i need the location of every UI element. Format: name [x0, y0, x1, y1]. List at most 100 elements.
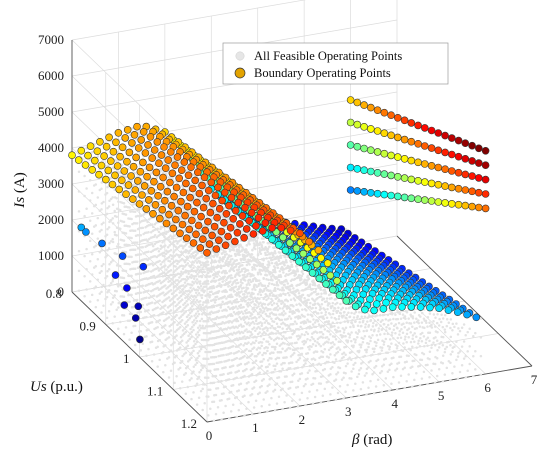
feasible-point: [451, 322, 455, 326]
feasible-point: [173, 381, 176, 385]
feasible-point: [100, 187, 103, 191]
feasible-point: [77, 249, 81, 253]
feasible-point: [287, 305, 290, 309]
feasible-point: [96, 216, 100, 220]
feasible-point: [337, 306, 340, 309]
feasible-point: [186, 282, 190, 286]
feasible-point: [258, 268, 262, 272]
feasible-point: [186, 360, 190, 363]
feasible-point: [191, 321, 194, 324]
feasible-point: [113, 230, 116, 234]
feasible-point: [227, 305, 230, 309]
feasible-point: [286, 282, 290, 285]
feasible-point: [115, 159, 118, 163]
feasible-point: [186, 256, 190, 260]
feasible-point: [251, 300, 255, 303]
feasible-point: [106, 269, 109, 273]
feasible-point: [430, 343, 434, 347]
feasible-point: [203, 364, 206, 368]
feasible-point: [124, 175, 128, 179]
feasible-point: [88, 158, 92, 162]
feasible-point: [255, 348, 259, 351]
feasible-point: [177, 322, 181, 325]
feasible-point: [258, 246, 261, 250]
feasible-point: [238, 316, 241, 319]
feasible-point: [206, 299, 210, 302]
feasible-point: [354, 310, 358, 314]
feasible-point: [216, 386, 220, 390]
feasible-point: [187, 308, 191, 312]
feasible-point: [90, 151, 94, 154]
feasible-point: [259, 281, 262, 285]
feasible-point: [417, 342, 420, 345]
feasible-point: [369, 336, 373, 340]
feasible-point: [200, 296, 204, 300]
feasible-point: [207, 271, 210, 275]
feasible-point: [190, 330, 194, 334]
feasible-point: [210, 290, 213, 293]
feasible-point: [219, 327, 222, 330]
feasible-point: [284, 331, 287, 334]
feasible-point: [135, 241, 139, 244]
feasible-point: [224, 289, 227, 292]
feasible-point: [106, 291, 109, 294]
feasible-point: [388, 318, 392, 321]
feasible-point: [428, 350, 432, 353]
feasible-point: [105, 254, 109, 257]
feasible-point: [119, 208, 122, 212]
feasible-point: [282, 292, 285, 296]
feasible-point: [304, 283, 308, 287]
feasible-point: [202, 311, 206, 314]
feasible-point: [282, 289, 286, 292]
feasible-point: [409, 348, 412, 352]
feasible-point: [198, 370, 201, 374]
feasible-point: [183, 301, 187, 305]
feasible-point: [260, 322, 264, 325]
feasible-point: [100, 223, 104, 226]
feasible-point: [242, 248, 245, 251]
feasible-point: [111, 203, 115, 207]
feasible-point: [163, 216, 166, 219]
feasible-point: [184, 351, 188, 354]
feasible-point: [320, 292, 323, 296]
feasible-point: [164, 364, 167, 367]
feasible-point: [251, 259, 255, 262]
feasible-point: [166, 265, 170, 269]
feasible-point: [266, 346, 269, 349]
feasible-point: [267, 296, 270, 300]
feasible-point: [225, 297, 228, 300]
feasible-point: [194, 333, 198, 336]
feasible-point: [154, 188, 158, 192]
feasible-point: [297, 292, 301, 295]
feasible-point: [221, 300, 224, 304]
feasible-point: [281, 280, 285, 284]
feasible-point: [426, 336, 430, 340]
feasible-point: [287, 285, 290, 289]
feasible-point: [366, 316, 369, 319]
feasible-point: [190, 284, 194, 287]
feasible-point: [249, 349, 253, 353]
feasible-point: [364, 323, 367, 326]
feasible-point: [255, 317, 258, 320]
feasible-point: [249, 342, 253, 346]
feasible-point: [102, 200, 105, 204]
feasible-point: [324, 290, 327, 294]
feasible-point: [240, 249, 243, 253]
feasible-point: [335, 301, 339, 305]
feasible-point: [141, 226, 145, 230]
feasible-point: [272, 302, 276, 305]
feasible-point: [105, 275, 109, 278]
feasible-point: [225, 271, 228, 275]
feasible-point: [122, 220, 126, 224]
feasible-point: [256, 272, 260, 276]
feasible-point: [185, 295, 189, 299]
feasible-point: [130, 255, 133, 259]
feasible-point: [185, 299, 188, 303]
feasible-point: [409, 322, 413, 325]
feasible-point: [158, 338, 161, 342]
feasible-point: [167, 376, 171, 379]
feasible-point: [383, 332, 386, 336]
feasible-point: [421, 331, 424, 335]
feasible-point: [396, 317, 400, 321]
